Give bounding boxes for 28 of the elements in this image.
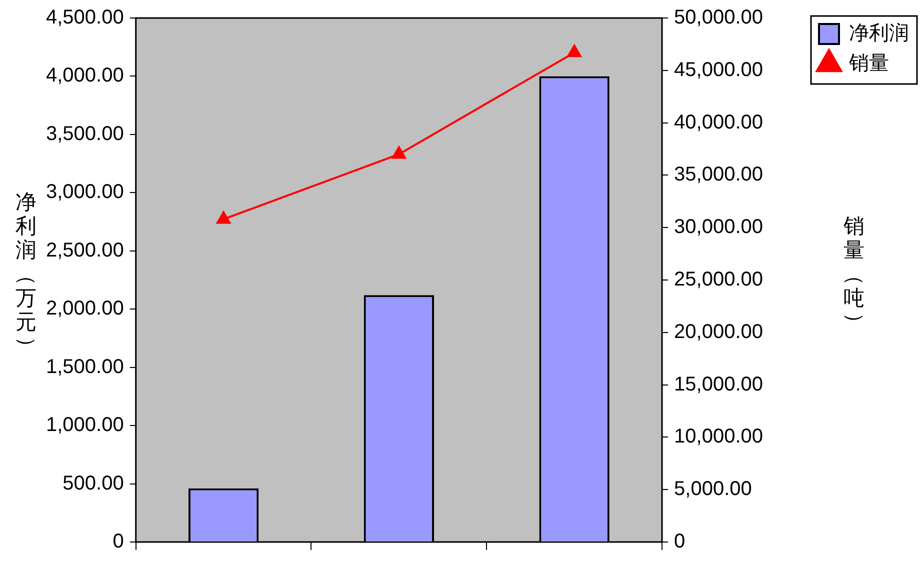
legend-label: 销量 (848, 52, 889, 75)
y-tick-label: 1,500.00 (46, 356, 124, 378)
y2-tick-label: 20,000.00 (674, 320, 764, 343)
y2-tick-label: 25,000.00 (674, 268, 764, 291)
y-tick-label: 1,000.00 (46, 414, 124, 436)
y-tick-label: 0 (112, 530, 124, 553)
y2-tick-label: 50,000.00 (674, 6, 764, 29)
y-tick-label: 3,000.00 (46, 181, 124, 204)
y2-tick-label: 15,000.00 (674, 373, 764, 396)
y2-tick-label: 30,000.00 (674, 216, 764, 238)
y-tick-label: 4,500.00 (46, 6, 124, 29)
y2-tick-label: 0 (674, 530, 686, 553)
y2-axis-title: 销量（吨） (842, 214, 866, 334)
y2-tick-label: 35,000.00 (674, 164, 764, 186)
point (392, 146, 406, 159)
y-tick-label: 4,000.00 (46, 64, 124, 87)
point (216, 211, 231, 224)
y2-tick-label: 45,000.00 (674, 58, 764, 81)
y2-tick-label: 10,000.00 (674, 426, 764, 448)
y-tick-label: 500.00 (62, 472, 124, 494)
y-tick-label: 2,500.00 (46, 239, 124, 262)
legend-label: 净利润 (849, 22, 909, 45)
y-tick-label: 2,000.00 (46, 298, 124, 320)
point (567, 44, 582, 58)
y-tick-label: 3,500.00 (46, 122, 124, 145)
y2-tick-label: 40,000.00 (674, 111, 764, 134)
y-axis-title: 净利润（万元） (15, 190, 38, 358)
y2-tick-label: 5,000.00 (674, 478, 752, 500)
